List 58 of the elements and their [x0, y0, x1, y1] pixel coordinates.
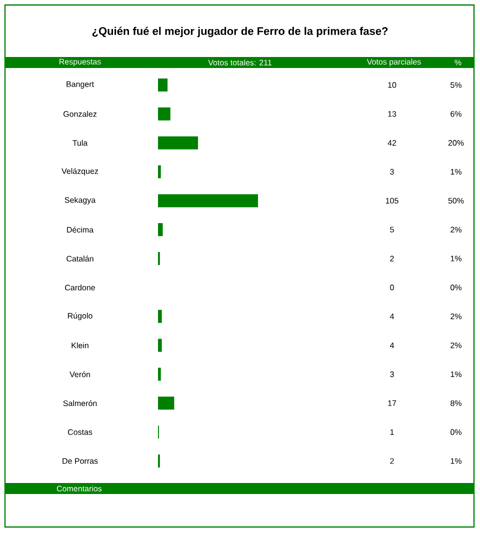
data-label: 10: [388, 82, 396, 88]
data-label: 4: [390, 314, 394, 320]
y-tick-label: Klein: [72, 342, 88, 348]
data-label: 2: [390, 256, 394, 262]
chart-title: ¿Quién fué el mejor jugador de Ferro de la primera fase?: [92, 26, 388, 38]
bar: [158, 368, 161, 381]
data-label: 42: [388, 140, 396, 146]
y-tick-label: Costas: [68, 429, 92, 435]
text: 20%: [448, 140, 464, 146]
text: 0%: [450, 429, 462, 435]
y-axis-title: Respuestas: [60, 58, 101, 66]
bar: [158, 194, 258, 208]
bar: [158, 107, 170, 120]
text: 1%: [450, 371, 462, 378]
y-tick-label: Tula: [72, 140, 88, 146]
text: Votos parciales: [366, 58, 421, 66]
data-label: 3: [390, 168, 394, 175]
y-tick-label: Sekagya: [64, 196, 96, 204]
text: 0%: [450, 284, 462, 290]
x-axis-title: Votos totales: 211: [208, 60, 272, 66]
text: 1%: [450, 458, 462, 464]
bar: [158, 136, 198, 150]
y-tick-label: Verón: [70, 371, 90, 378]
text: 5%: [450, 82, 462, 88]
text: 8%: [450, 400, 462, 406]
text: %: [454, 60, 462, 66]
bar: [158, 338, 162, 352]
data-label: 5: [390, 226, 394, 232]
text: 2%: [450, 314, 462, 320]
data-label: 4: [390, 342, 394, 348]
y-tick-label: Rúgolo: [68, 312, 92, 320]
data-label: 17: [388, 400, 396, 406]
text: 1%: [450, 168, 462, 175]
text: 6%: [450, 111, 462, 117]
y-tick-label: Catalán: [66, 256, 94, 262]
bar: [158, 310, 162, 323]
y-tick-label: Salmerón: [63, 400, 97, 406]
text: 2%: [450, 226, 462, 232]
data-label: 13: [388, 111, 396, 117]
y-tick-label: Décima: [67, 226, 94, 233]
bar: [158, 223, 163, 236]
data-label: 2: [390, 458, 394, 464]
y-tick-label: Gonzalez: [64, 110, 97, 117]
data-label: 0: [390, 284, 394, 290]
y-tick-label: Cardone: [65, 284, 95, 290]
y-tick-label: Bangert: [66, 81, 94, 89]
data-label: 1: [390, 429, 394, 435]
data-label: 105: [386, 198, 398, 204]
bar: [158, 165, 161, 178]
y-tick-label: Velázquez: [62, 168, 98, 176]
y-tick-label: De Porras: [62, 458, 98, 464]
text: Comentarios: [56, 486, 102, 492]
bar: [158, 78, 168, 92]
text: 1%: [450, 256, 462, 262]
text: 50%: [448, 198, 464, 204]
bar: [158, 396, 174, 410]
text: 2%: [450, 342, 462, 348]
data-label: 3: [390, 371, 394, 378]
